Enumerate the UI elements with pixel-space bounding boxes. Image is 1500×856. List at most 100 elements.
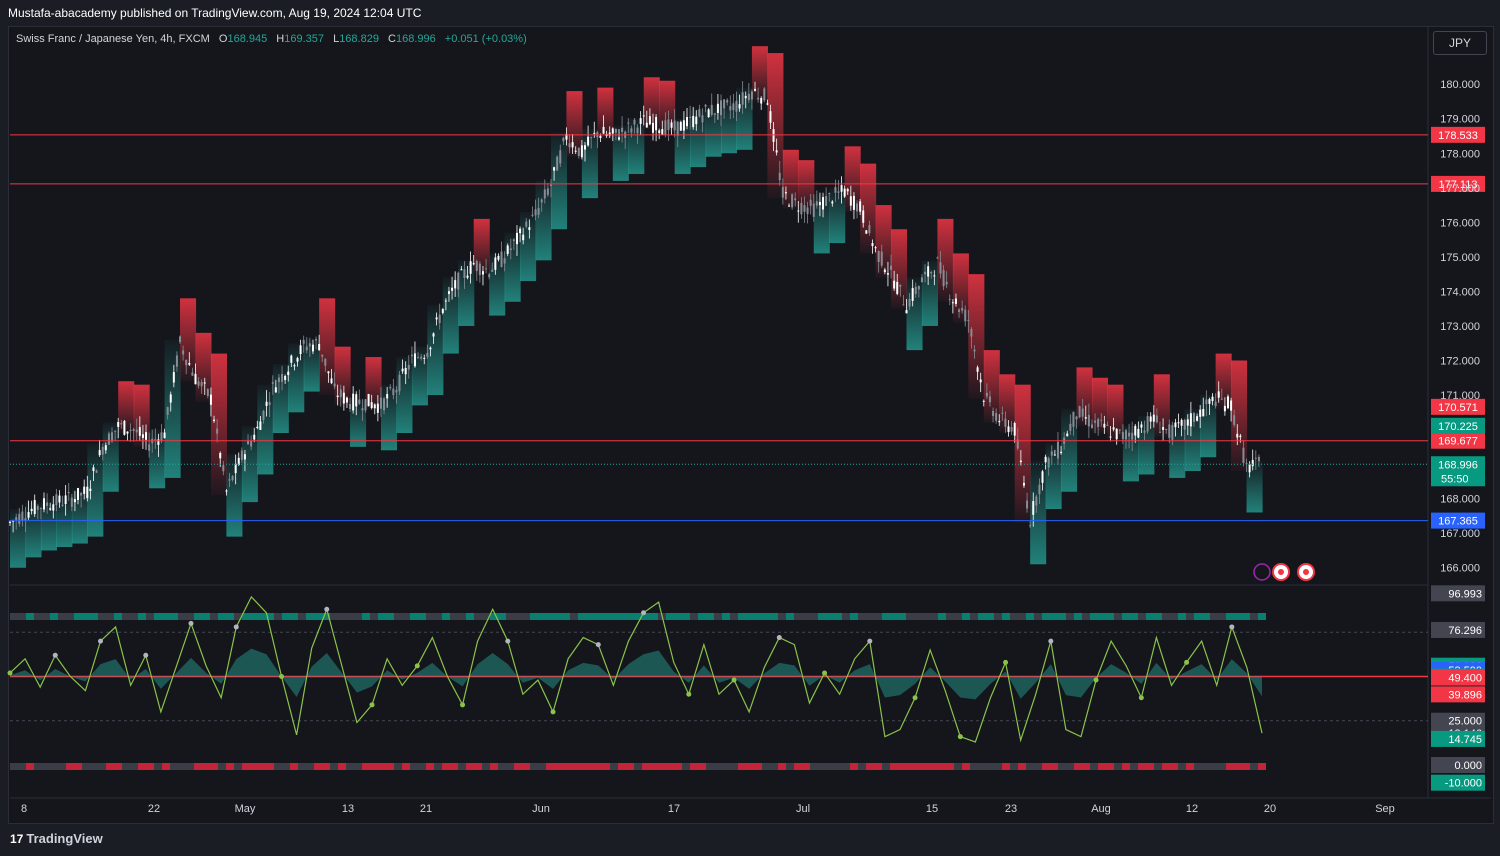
candle-body xyxy=(1186,419,1189,426)
signal-strip-cell xyxy=(362,613,370,620)
signal-strip-cell xyxy=(826,763,834,770)
signal-strip-cell xyxy=(402,613,410,620)
candle-body xyxy=(695,116,698,125)
signal-strip-cell xyxy=(842,613,850,620)
candle-body xyxy=(284,375,287,380)
candle-body xyxy=(1168,424,1171,438)
candle-body xyxy=(1106,424,1109,426)
candle-body xyxy=(1066,433,1069,437)
signal-strip-cell xyxy=(106,763,114,770)
signal-strip-cell xyxy=(154,763,162,770)
signal-strip-cell xyxy=(394,763,402,770)
price-tick-label: 177.000 xyxy=(1440,183,1480,195)
candle-body xyxy=(500,251,503,267)
candle-body xyxy=(979,379,982,383)
candle-body xyxy=(509,248,512,251)
oscillator-pivot-dot xyxy=(414,663,420,669)
candle-body xyxy=(194,373,197,385)
candle-body xyxy=(373,404,376,409)
candle-body xyxy=(1060,451,1063,453)
candle-body xyxy=(976,367,979,372)
signal-strip-cell xyxy=(634,613,642,620)
signal-strip-cell xyxy=(330,613,338,620)
candle-body xyxy=(404,368,407,375)
candle-body xyxy=(311,344,314,352)
candle-body xyxy=(145,432,148,440)
candle-body xyxy=(747,93,750,101)
candle-body xyxy=(410,354,413,357)
candle-body xyxy=(1180,419,1183,426)
signal-strip-cell xyxy=(690,613,698,620)
candle-body xyxy=(216,428,219,434)
candle-body xyxy=(692,115,695,128)
signal-strip-cell xyxy=(138,763,146,770)
candle-body xyxy=(763,88,766,101)
candle-body xyxy=(757,97,760,100)
signal-strip-cell xyxy=(186,763,194,770)
candle-body xyxy=(1013,423,1016,436)
signal-strip-cell xyxy=(890,763,898,770)
candle-body xyxy=(64,495,67,504)
signal-strip-cell xyxy=(290,613,298,620)
candle-body xyxy=(413,353,416,367)
trend-band-down xyxy=(952,253,969,323)
candle-body xyxy=(930,272,933,274)
trend-band-up xyxy=(87,443,104,537)
candle-body xyxy=(825,196,828,206)
trend-band-down xyxy=(782,149,799,209)
signal-strip-cell xyxy=(50,763,58,770)
candle-body xyxy=(992,410,995,417)
trend-band-down xyxy=(844,146,861,212)
signal-strip-cell xyxy=(386,763,394,770)
signal-strip-cell xyxy=(602,763,610,770)
signal-strip-cell xyxy=(154,613,162,620)
signal-strip-cell xyxy=(1186,763,1194,770)
low-value: 168.829 xyxy=(339,33,379,45)
candle-body xyxy=(645,122,648,128)
signal-strip-cell xyxy=(50,613,58,620)
trend-band-down xyxy=(1215,353,1232,409)
candle-body xyxy=(840,185,843,192)
candle-body xyxy=(1211,396,1214,402)
currency-button[interactable]: JPY xyxy=(1433,31,1487,55)
signal-strip-cell xyxy=(738,763,746,770)
signal-strip-cell xyxy=(346,763,354,770)
candle-body xyxy=(815,201,818,206)
candle-body xyxy=(197,381,200,386)
oscillator-pivot-dot xyxy=(1093,677,1099,683)
oscillator-pivot-dot xyxy=(324,606,330,612)
price-badge xyxy=(1431,398,1485,415)
signal-strip-cell xyxy=(642,613,650,620)
price-tick-label: 175.000 xyxy=(1440,252,1480,264)
candle-body xyxy=(30,508,33,512)
candle-body xyxy=(234,463,237,474)
last-price-label: 168.996 xyxy=(1438,459,1478,471)
signal-strip-cell xyxy=(706,763,714,770)
candle-body xyxy=(407,364,410,370)
candle-body xyxy=(1038,484,1041,495)
signal-strip-cell xyxy=(962,613,970,620)
candle-body xyxy=(896,281,899,294)
candle-body xyxy=(182,350,185,355)
candle-body xyxy=(39,508,42,510)
signal-strip-cell xyxy=(474,613,482,620)
candle-body xyxy=(46,502,49,506)
candle-body xyxy=(287,371,290,376)
signal-strip-cell xyxy=(978,613,986,620)
oscillator-pivot-dot xyxy=(912,695,918,701)
signal-strip-cell xyxy=(578,613,586,620)
signal-strip-cell xyxy=(1082,613,1090,620)
candle-body xyxy=(228,479,231,481)
signal-strip-cell xyxy=(690,763,698,770)
signal-strip-cell xyxy=(1090,613,1098,620)
candle-body xyxy=(1081,408,1084,417)
signal-strip-cell xyxy=(42,763,50,770)
signal-strip-cell xyxy=(570,763,578,770)
trend-band-down xyxy=(860,163,877,254)
candle-body xyxy=(1220,398,1223,400)
price-tick-label: 173.000 xyxy=(1440,321,1480,333)
signal-strip-cell xyxy=(666,763,674,770)
signal-strip-cell xyxy=(746,763,754,770)
candle-body xyxy=(856,203,859,212)
